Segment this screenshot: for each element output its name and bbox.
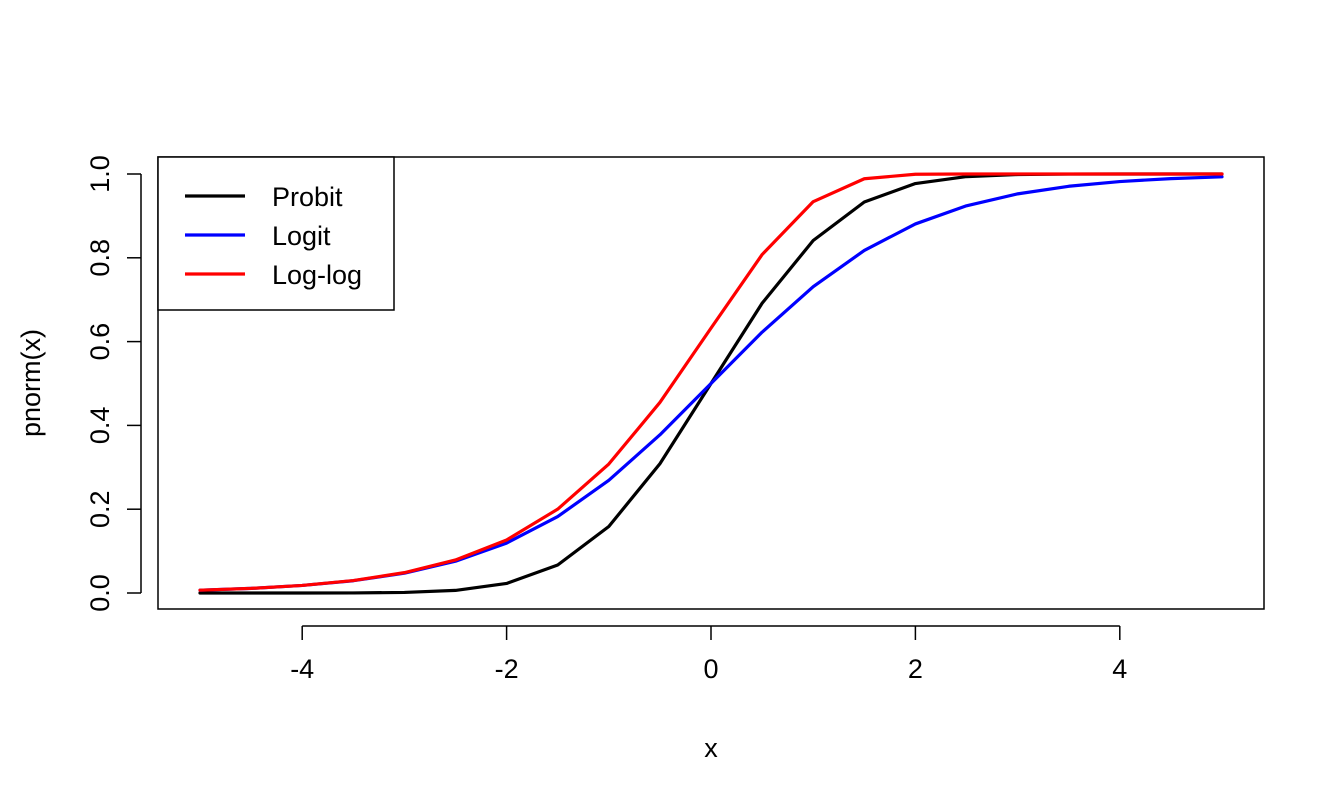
x-tick-label: -4 <box>290 654 314 684</box>
x-tick-label: 0 <box>703 654 718 684</box>
y-tick-label: 1.0 <box>85 155 115 193</box>
x-axis-title: x <box>704 733 718 763</box>
y-tick-label: 0.8 <box>85 239 115 277</box>
y-tick-label: 0.6 <box>85 323 115 361</box>
y-tick-label: 0.4 <box>85 407 115 445</box>
legend-label-probit: Probit <box>272 182 343 212</box>
legend: Probit Logit Log-log <box>157 156 395 311</box>
y-tick-label: 0.0 <box>85 574 115 612</box>
y-tick-label: 0.2 <box>85 490 115 528</box>
series-layer <box>198 172 1224 595</box>
y-axis: 0.0 0.2 0.4 0.6 0.8 1.0 <box>85 155 142 612</box>
x-tick-label: 2 <box>908 654 923 684</box>
x-axis: -4 -2 0 2 4 <box>290 625 1127 684</box>
x-tick-label: -2 <box>495 654 519 684</box>
y-axis-title: pnorm(x) <box>16 329 46 437</box>
x-tick-label: 4 <box>1112 654 1127 684</box>
legend-label-logit: Logit <box>272 221 331 251</box>
series-line-log-log <box>198 172 1224 592</box>
legend-label-log-log: Log-log <box>272 260 362 290</box>
plot-frame <box>157 156 1265 610</box>
